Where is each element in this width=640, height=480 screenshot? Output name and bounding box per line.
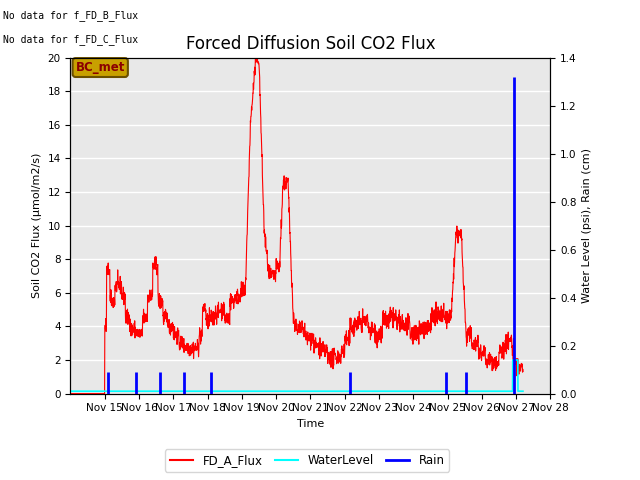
Legend: FD_A_Flux, WaterLevel, Rain: FD_A_Flux, WaterLevel, Rain <box>165 449 449 472</box>
Y-axis label: Soil CO2 Flux (μmol/m2/s): Soil CO2 Flux (μmol/m2/s) <box>32 153 42 298</box>
Text: No data for f_FD_C_Flux: No data for f_FD_C_Flux <box>3 34 138 45</box>
Y-axis label: Water Level (psi), Rain (cm): Water Level (psi), Rain (cm) <box>582 148 592 303</box>
Text: BC_met: BC_met <box>76 61 125 74</box>
Title: Forced Diffusion Soil CO2 Flux: Forced Diffusion Soil CO2 Flux <box>186 35 435 53</box>
Text: No data for f_FD_B_Flux: No data for f_FD_B_Flux <box>3 10 138 21</box>
X-axis label: Time: Time <box>297 419 324 429</box>
